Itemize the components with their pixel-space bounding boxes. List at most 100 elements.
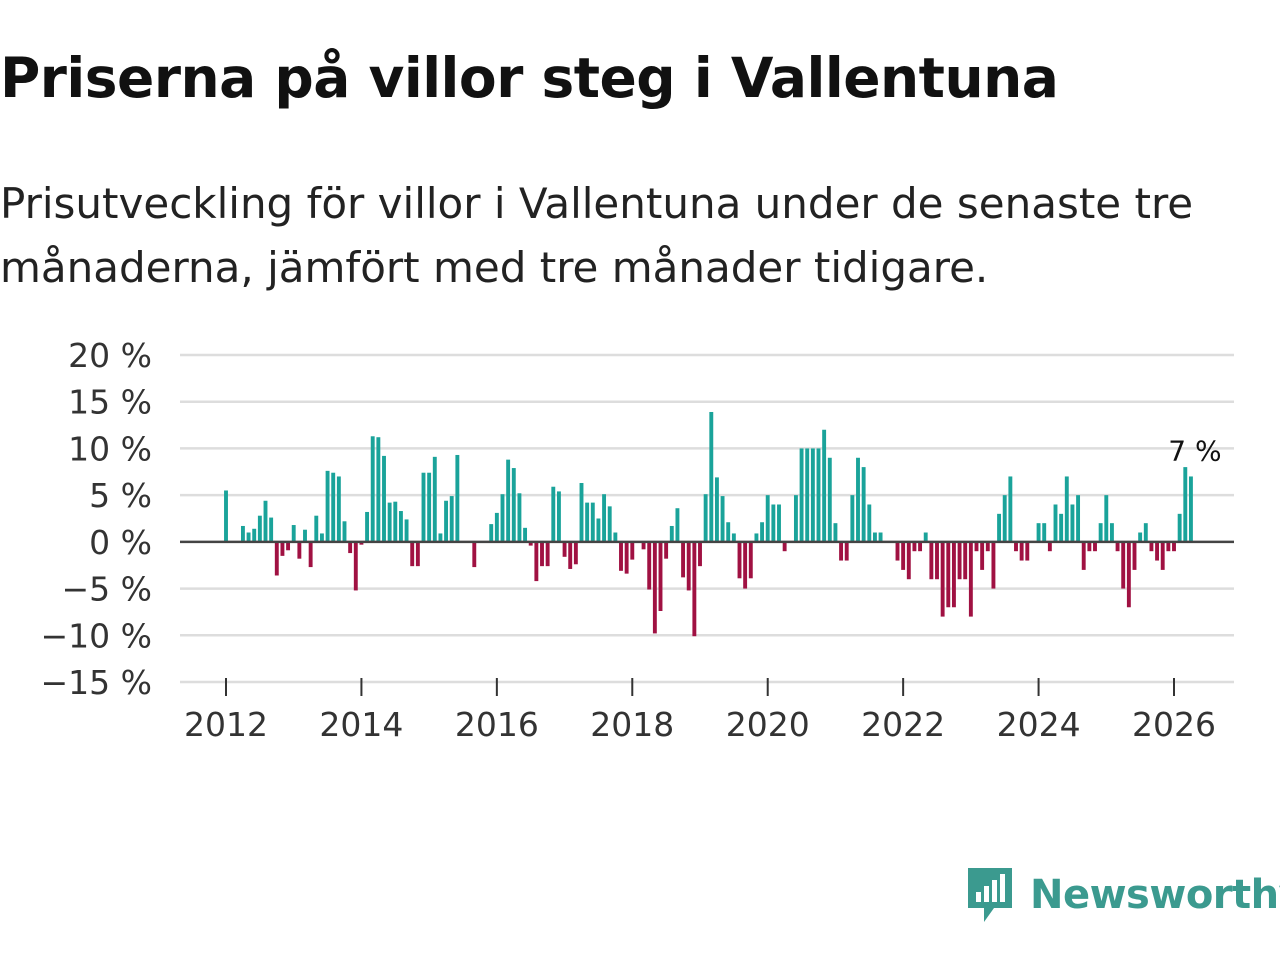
bar <box>444 500 449 542</box>
bar <box>280 541 285 556</box>
x-tick-label: 2024 <box>997 705 1081 744</box>
bar <box>844 541 849 561</box>
bar <box>1019 541 1024 561</box>
bars <box>224 411 1193 637</box>
y-tick-label: −15 % <box>41 663 153 702</box>
y-tick-label: 10 % <box>68 429 152 468</box>
x-axis: 2012 2014 2016 2018 2020 2022 2024 2026 <box>184 678 1216 744</box>
y-tick-label: 0 % <box>89 523 152 562</box>
y-tick-label: 20 % <box>68 336 152 375</box>
bar <box>827 457 832 542</box>
bar <box>799 448 804 542</box>
bar <box>619 541 623 571</box>
bar <box>528 541 533 546</box>
bar <box>692 541 697 637</box>
bar <box>404 519 409 542</box>
bar <box>1115 541 1120 552</box>
bar <box>901 541 906 570</box>
bar <box>540 541 544 567</box>
bar <box>613 532 618 542</box>
bar <box>923 532 928 542</box>
bar <box>1188 476 1193 542</box>
bar <box>856 457 860 542</box>
bar <box>1059 513 1064 542</box>
bar <box>765 495 770 542</box>
bar <box>489 524 494 542</box>
bar <box>839 541 844 561</box>
bar <box>968 541 973 617</box>
x-tick-label: 2014 <box>319 705 403 744</box>
bar <box>681 541 686 578</box>
bar <box>410 541 415 567</box>
bar <box>1138 532 1143 542</box>
bar <box>731 533 736 542</box>
bar <box>1149 541 1154 552</box>
bar <box>303 529 307 542</box>
bar <box>793 495 798 542</box>
bar <box>308 541 313 568</box>
bar <box>1183 467 1188 542</box>
bar <box>1172 541 1176 552</box>
bar <box>246 532 251 542</box>
bar <box>1025 541 1030 561</box>
newsworthy-logo: Newsworthy <box>964 864 1280 926</box>
bar <box>1002 495 1007 542</box>
bar <box>957 541 962 580</box>
y-axis: 20 % 15 % 10 % 5 % 0 % −5 % −10 % −15 % <box>41 336 153 702</box>
y-tick-label: 15 % <box>68 383 152 422</box>
x-tick-label: 2022 <box>861 705 945 744</box>
bar <box>624 541 629 574</box>
bar <box>833 523 838 542</box>
bar <box>1126 541 1131 608</box>
bar <box>1087 541 1092 552</box>
bar <box>359 541 364 545</box>
bar <box>929 541 934 580</box>
bar <box>630 541 635 560</box>
bar <box>782 541 787 552</box>
bar <box>777 504 781 542</box>
x-tick-label: 2020 <box>726 705 810 744</box>
bar <box>573 541 578 565</box>
bar <box>551 486 556 542</box>
bar-chart: 20 %15 %10 %5 %0 %−5 %−10 %−15 % 2012 201… <box>41 336 1234 744</box>
bar <box>382 455 386 542</box>
bar <box>1064 476 1069 542</box>
bar <box>1076 495 1081 542</box>
bar <box>872 532 877 542</box>
bar <box>472 541 477 568</box>
bar <box>1155 541 1160 561</box>
bar <box>556 491 561 542</box>
bar <box>252 528 257 542</box>
y-tick-label: −5 % <box>62 570 153 609</box>
bar <box>1143 523 1148 542</box>
bar <box>974 541 979 552</box>
bar <box>737 541 742 579</box>
bar <box>291 525 296 542</box>
bar <box>743 541 748 589</box>
bar <box>1121 541 1126 589</box>
bar <box>895 541 900 561</box>
bar <box>918 541 923 552</box>
x-tick-label: 2026 <box>1132 705 1216 744</box>
y-tick-label: −10 % <box>41 616 153 655</box>
bar <box>342 521 347 542</box>
bar <box>449 496 454 542</box>
bar <box>517 493 522 542</box>
bar <box>1053 504 1058 542</box>
bar <box>963 541 968 580</box>
bar <box>878 532 883 542</box>
bar <box>269 517 274 542</box>
bar <box>658 541 663 611</box>
bar <box>822 429 827 542</box>
bar <box>1042 523 1047 542</box>
bar <box>427 472 432 542</box>
bar <box>263 500 268 542</box>
y-tick-label: 5 % <box>89 476 152 515</box>
bar <box>336 476 341 542</box>
bar <box>562 541 567 557</box>
bar <box>331 472 336 542</box>
bar <box>590 502 595 542</box>
bar <box>810 448 815 542</box>
bar <box>274 541 279 576</box>
last-value-label: 7 % <box>1168 434 1221 467</box>
